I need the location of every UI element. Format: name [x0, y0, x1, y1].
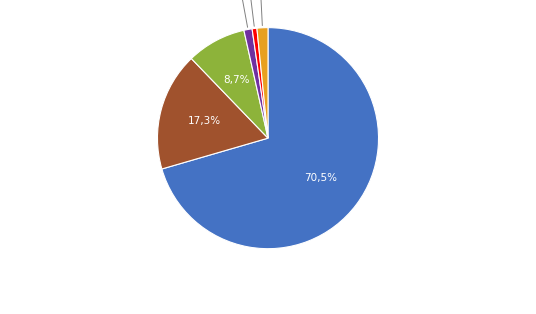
- Text: 1,2%: 1,2%: [226, 0, 253, 27]
- Wedge shape: [191, 30, 268, 138]
- Wedge shape: [244, 29, 268, 138]
- Wedge shape: [252, 28, 268, 138]
- Wedge shape: [162, 28, 378, 249]
- Text: 70,5%: 70,5%: [304, 173, 338, 183]
- Text: 8,7%: 8,7%: [224, 75, 250, 85]
- Wedge shape: [158, 58, 268, 169]
- Text: 0,7%: 0,7%: [236, 0, 262, 26]
- Text: 17,3%: 17,3%: [188, 116, 220, 126]
- Wedge shape: [257, 28, 268, 138]
- Text: 1,6%: 1,6%: [247, 0, 273, 25]
